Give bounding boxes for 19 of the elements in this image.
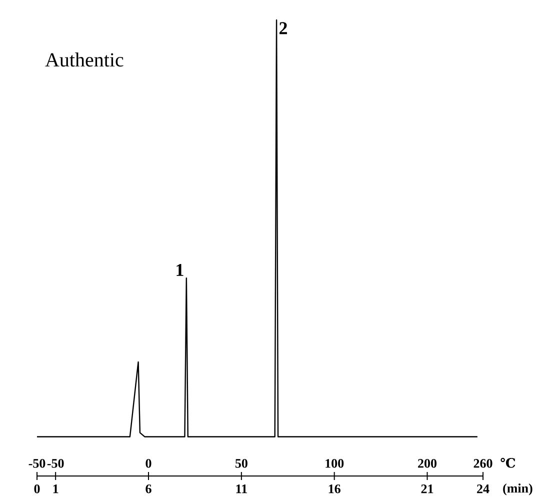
x-tick-label: 21 xyxy=(421,484,434,494)
x-tick-label: 24 xyxy=(477,484,490,494)
x-tick-label: 16 xyxy=(328,484,340,494)
annotation: 260 xyxy=(474,459,492,468)
annotation: -50 xyxy=(47,459,64,468)
x-axis-title: (min) xyxy=(503,484,532,496)
annotation: 50 xyxy=(235,459,248,468)
x-tick-label: 6 xyxy=(146,484,152,494)
annotation: -50 xyxy=(28,459,46,468)
annotation: 0 xyxy=(146,459,152,468)
x-tick-label: 11 xyxy=(236,484,247,494)
annotation: 100 xyxy=(326,459,344,468)
x-tick-label: 1 xyxy=(53,484,58,494)
annotation: 1 xyxy=(176,264,184,276)
x-tick-label: 0 xyxy=(34,484,40,494)
text: Authentic xyxy=(45,52,124,67)
text: ℃ xyxy=(500,458,516,468)
annotation: 200 xyxy=(418,459,437,468)
annotation: 2 xyxy=(279,22,287,34)
